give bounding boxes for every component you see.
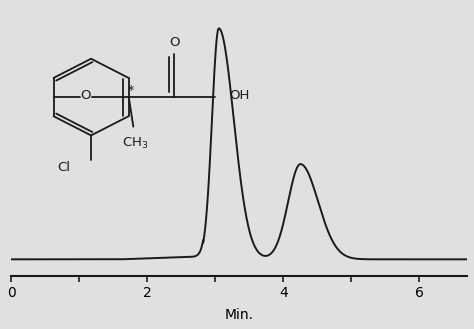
Text: CH$_3$: CH$_3$ xyxy=(122,136,149,151)
X-axis label: Min.: Min. xyxy=(225,308,254,322)
Text: O: O xyxy=(80,89,91,102)
Text: *: * xyxy=(128,84,134,97)
Text: OH: OH xyxy=(229,89,249,102)
Text: O: O xyxy=(169,36,180,49)
Text: Cl: Cl xyxy=(57,161,71,174)
